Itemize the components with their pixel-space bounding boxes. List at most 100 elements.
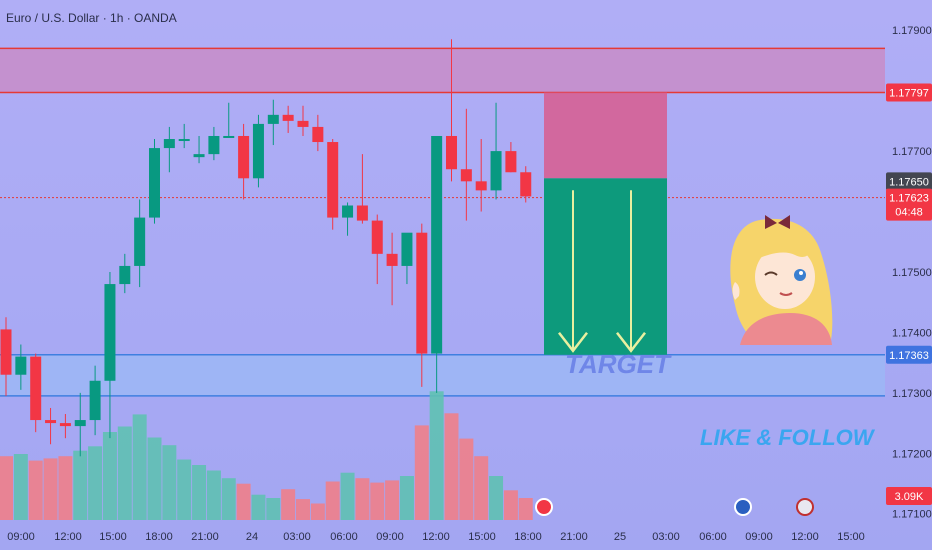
candle-body [149, 148, 160, 218]
candle-body [134, 217, 146, 266]
volume-bar [281, 489, 296, 520]
candle-body [490, 151, 502, 191]
volume-bar [117, 426, 132, 520]
volume-bar [192, 465, 207, 520]
volume-bar [266, 498, 281, 520]
x-tick-label: 06:00 [330, 531, 358, 543]
us-flag-icon [796, 498, 814, 516]
candle-body [446, 135, 457, 170]
volume-bar [147, 437, 162, 520]
candle-body [104, 284, 116, 381]
x-tick-label: 21:00 [560, 531, 588, 543]
candle-body [475, 181, 487, 191]
x-tick-label: 25 [614, 531, 626, 543]
candle-body [520, 172, 532, 197]
position-layer: TARGET [544, 92, 672, 379]
x-tick-label: 09:00 [7, 531, 35, 543]
volume-bar [221, 478, 236, 520]
axes-layer: 1.17900 1.17700 1.17500 1.17400 1.17300 1.172… [7, 25, 932, 543]
volume-bar [385, 480, 400, 520]
candle-body [45, 420, 57, 424]
last-price-badge: 1.17650 [889, 176, 929, 188]
y-tick-label: 1.17500 [892, 267, 932, 279]
volume-bar [58, 456, 73, 520]
volume-bar [370, 482, 385, 520]
x-tick-label: 03:00 [652, 531, 680, 543]
candle-body [267, 114, 279, 124]
arrow-head [616, 332, 646, 353]
volume-badge-bg [886, 487, 932, 505]
y-tick-label: 1.17200 [892, 448, 932, 460]
candle-body [386, 253, 398, 266]
eu-flag-icon [734, 498, 752, 516]
volume-bar [503, 490, 518, 520]
candle-body [416, 232, 428, 354]
candle-body [312, 126, 324, 143]
target-label: TARGET [565, 349, 672, 379]
candle-body [74, 420, 86, 427]
volume-bar [177, 459, 192, 520]
candle-body [59, 423, 71, 427]
resistance-zone [0, 48, 885, 93]
volume-bar [399, 476, 414, 520]
volume-bar [355, 478, 370, 520]
volume-bar [28, 460, 43, 520]
volume-bar [459, 438, 474, 520]
x-tick-label: 09:00 [376, 531, 404, 543]
x-tick-label: 03:00 [283, 531, 311, 543]
volume-bar [132, 414, 147, 520]
candle-body [208, 135, 220, 155]
candle-body [297, 120, 309, 127]
y-tick-label: 1.17400 [892, 327, 932, 339]
volume-bar [296, 499, 310, 520]
candle-body [0, 329, 12, 375]
x-tick-label: 12:00 [422, 531, 450, 543]
candle-body [15, 356, 27, 375]
y-tick-label: 1.17700 [892, 146, 932, 158]
candles-layer [0, 39, 532, 457]
x-tick-label: 15:00 [99, 531, 127, 543]
volume-bar [88, 446, 103, 520]
volume-layer [0, 391, 533, 520]
support-price-badge: 1.17363 [889, 350, 929, 362]
volume-bar [444, 413, 459, 520]
volume-bar [474, 456, 489, 520]
x-tick-label: 06:00 [699, 531, 727, 543]
x-tick-label: 12:00 [54, 531, 82, 543]
candle-body [163, 139, 175, 149]
stop-loss-zone [544, 92, 667, 179]
y-tick-label: 1.17100 [892, 509, 932, 521]
down-arrow-right [616, 190, 646, 353]
candle-body [89, 380, 101, 421]
candle-body [356, 205, 368, 221]
lightning-icon [535, 498, 553, 516]
volume-bar [162, 445, 177, 520]
countdown-badge: 04:48 [895, 207, 923, 219]
support-price-badge-bg [886, 345, 932, 364]
resistance-price-badge: 1.17797 [889, 87, 929, 99]
volume-bar [489, 476, 504, 520]
candle-body [342, 205, 354, 218]
x-tick-label: 18:00 [514, 531, 542, 543]
candle-body [505, 151, 517, 173]
candle-body [282, 114, 294, 121]
volume-bar [206, 470, 221, 520]
x-tick-label: 15:00 [837, 531, 865, 543]
x-tick-label: 18:00 [145, 531, 173, 543]
resistance-price-badge-bg [886, 83, 932, 102]
volume-bar [236, 483, 251, 520]
volume-bar [102, 432, 117, 520]
candle-body [119, 265, 131, 285]
candle-body [238, 135, 250, 179]
candle-body [431, 135, 443, 354]
volume-bar [414, 425, 429, 520]
volume-bar [340, 472, 355, 520]
mascot-illustration [730, 215, 833, 345]
like-follow-annotation: LIKE & FOLLOW [700, 425, 876, 450]
candle-body [178, 139, 190, 142]
candle-body [193, 154, 205, 158]
support-zone [0, 354, 885, 396]
volume-bar [73, 450, 88, 520]
x-tick-label: 21:00 [191, 531, 219, 543]
